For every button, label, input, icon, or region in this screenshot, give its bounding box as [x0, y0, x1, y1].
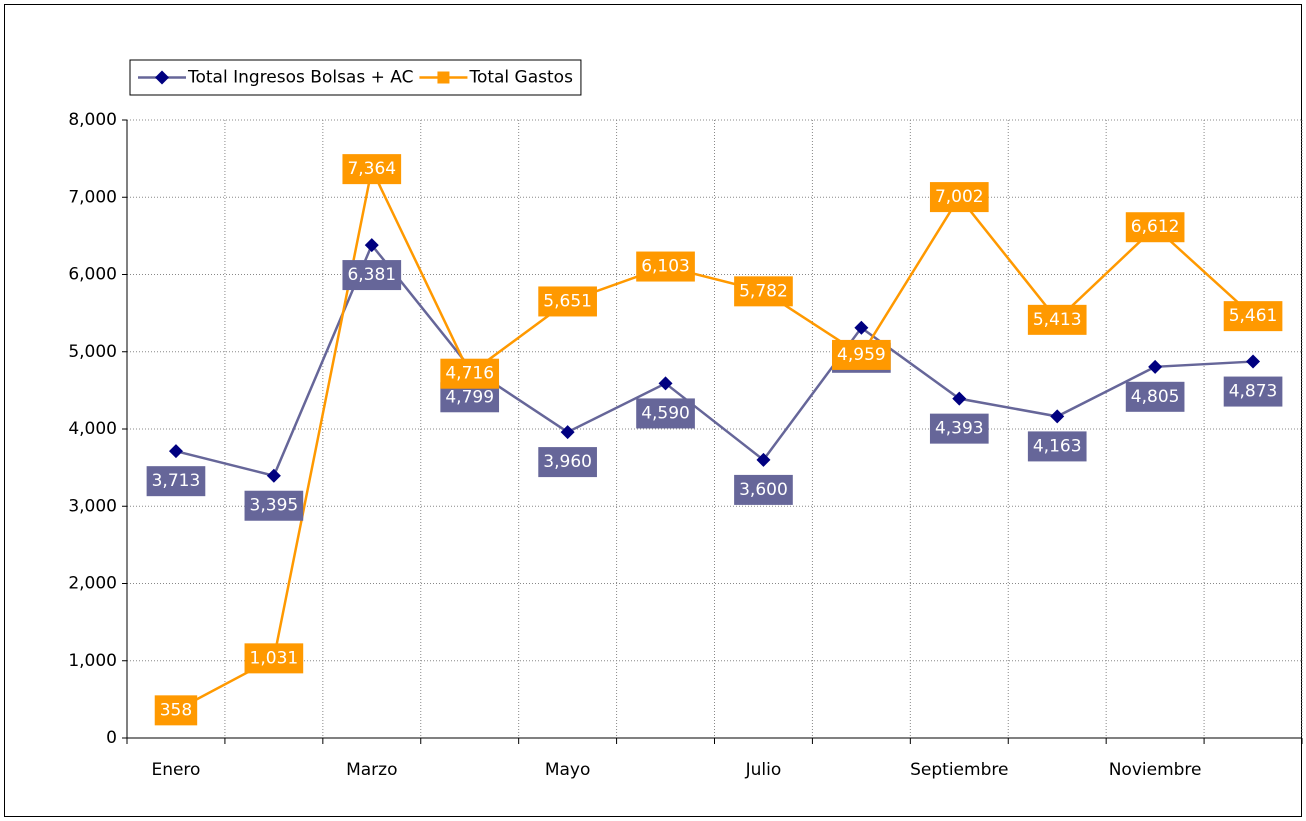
marker	[658, 376, 673, 391]
data-label: 5,461	[1229, 306, 1278, 326]
data-label-box	[1125, 381, 1185, 412]
data-label: 358	[160, 700, 192, 720]
y-tick-label: 1,000	[68, 651, 117, 671]
data-label: 4,959	[837, 345, 886, 365]
y-tick-label: 6,000	[68, 265, 117, 285]
x-tick-label: Mayo	[545, 760, 591, 780]
data-label: 4,799	[445, 387, 494, 407]
data-label-box	[734, 474, 793, 505]
data-label-box	[929, 182, 989, 213]
data-label: 3,713	[152, 471, 201, 491]
legend-marker	[437, 71, 450, 84]
y-tick-label: 3,000	[68, 496, 117, 516]
data-label-box	[1223, 376, 1283, 407]
legend-label: Total Gastos	[468, 68, 573, 88]
data-label-box	[342, 260, 402, 291]
data-label-box	[146, 466, 206, 497]
marker	[1050, 409, 1065, 424]
marker	[266, 468, 281, 483]
series-line	[175, 165, 1254, 712]
x-tick-label: Noviembre	[1109, 760, 1202, 780]
data-label: 5,413	[1033, 310, 1082, 330]
data-label-box	[636, 398, 695, 429]
marker	[1246, 354, 1261, 369]
x-tick-label: Septiembre	[910, 760, 1008, 780]
data-label-box	[154, 695, 198, 726]
data-label-box	[538, 447, 597, 478]
data-label-box	[1125, 212, 1185, 243]
data-label-box	[734, 276, 793, 307]
data-label-box	[832, 339, 891, 370]
legend-label: Total Ingresos Bolsas + AC	[187, 68, 413, 88]
data-label-box	[1223, 301, 1283, 332]
data-label-box	[636, 251, 695, 282]
data-label-box	[1027, 304, 1087, 335]
data-label: 3,600	[739, 480, 788, 500]
data-label-box	[538, 286, 597, 317]
y-tick-label: 7,000	[68, 187, 117, 207]
data-label: 7,002	[935, 187, 984, 207]
data-label: 4,163	[1033, 436, 1082, 456]
data-label: 6,612	[1131, 217, 1180, 237]
data-label: 3,395	[250, 496, 299, 516]
data-label-box	[1027, 431, 1087, 462]
legend	[129, 59, 582, 96]
marker	[168, 444, 183, 459]
marker	[854, 320, 869, 335]
data-label: 6,103	[641, 257, 690, 277]
marker	[364, 238, 379, 253]
marker	[952, 391, 967, 406]
x-tick-label: Marzo	[346, 760, 397, 780]
data-label: 5,782	[739, 281, 788, 301]
data-label-box	[342, 154, 402, 185]
data-label: 1,031	[250, 648, 299, 668]
x-tick-label: Julio	[745, 760, 782, 780]
data-label-box	[244, 490, 304, 521]
y-tick-label: 8,000	[68, 110, 117, 130]
data-label: 4,393	[935, 419, 984, 439]
legend-marker	[155, 70, 169, 85]
marker	[756, 452, 771, 467]
data-label: 4,873	[1229, 382, 1278, 402]
x-tick-label: Enero	[151, 760, 200, 780]
marker	[1148, 359, 1163, 374]
y-tick-label: 0	[106, 728, 117, 748]
y-tick-label: 2,000	[68, 574, 117, 594]
data-label: 6,381	[347, 265, 396, 285]
data-label-box	[440, 358, 500, 389]
data-label-box	[929, 413, 989, 444]
data-label: 5,651	[543, 291, 592, 311]
data-label: 4,590	[641, 403, 690, 423]
data-label: 4,716	[445, 364, 494, 384]
data-label: 4,805	[1131, 387, 1180, 407]
data-label: 7,364	[347, 159, 396, 179]
y-tick-label: 4,000	[68, 419, 117, 439]
data-label: 3,960	[543, 452, 592, 472]
marker	[560, 425, 575, 440]
y-tick-label: 5,000	[68, 342, 117, 362]
data-label-box	[244, 643, 304, 674]
